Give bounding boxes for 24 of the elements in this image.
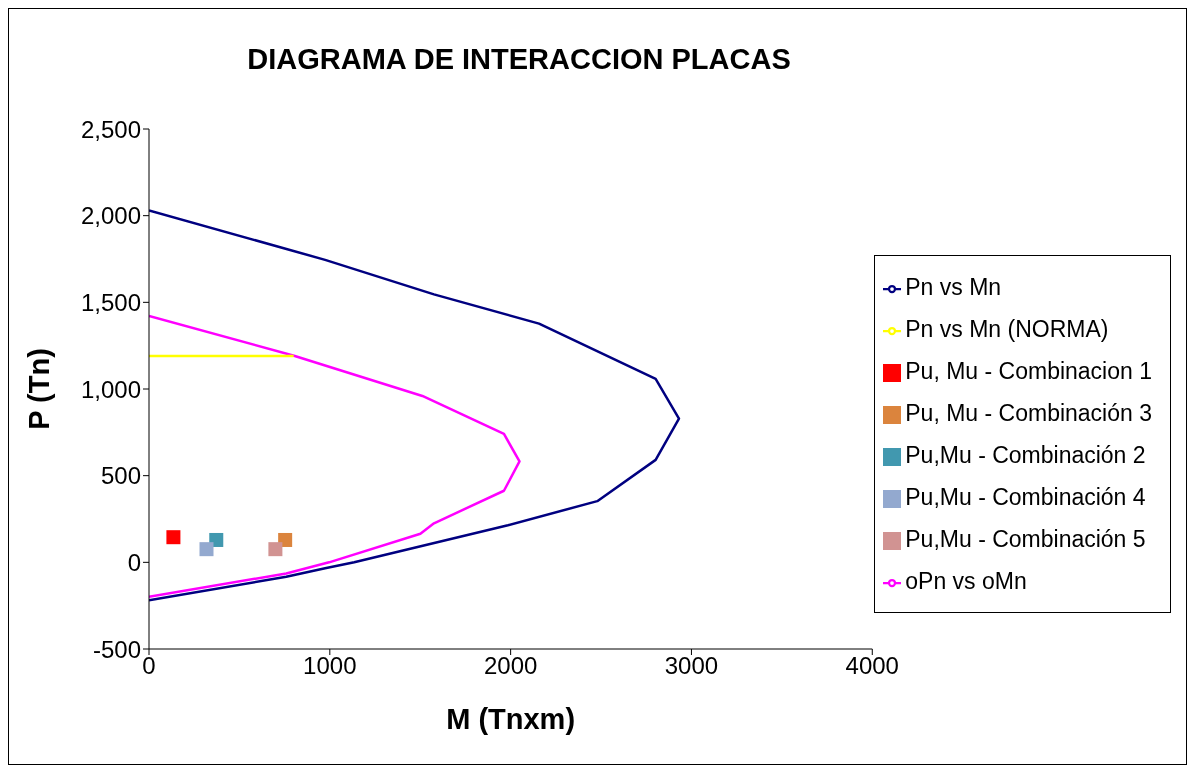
legend-label: Pu,Mu - Combinación 4 bbox=[905, 484, 1146, 510]
x-tick-label: 4000 bbox=[845, 652, 899, 680]
y-axis-title: P (Tn) bbox=[23, 348, 56, 430]
legend-label: oPn vs oMn bbox=[905, 568, 1027, 594]
x-axis-title: M (Tnxm) bbox=[446, 703, 576, 735]
legend-label: Pn vs Mn bbox=[905, 274, 1002, 300]
y-tick-label: -500 bbox=[92, 635, 141, 663]
y-tick-label: 2,000 bbox=[80, 202, 141, 230]
line-series bbox=[149, 314, 521, 599]
y-tick-label: 1,000 bbox=[80, 375, 141, 403]
y-tick-label: 1,500 bbox=[80, 288, 141, 316]
y-tick-label: 500 bbox=[100, 462, 141, 490]
x-tick-label: 1000 bbox=[303, 652, 357, 680]
x-tick-label: 2000 bbox=[483, 652, 538, 680]
legend-label: Pn vs Mn (NORMA) bbox=[905, 316, 1109, 342]
legend-label: Pu, Mu - Combinación 3 bbox=[905, 400, 1152, 426]
chart-title: DIAGRAMA DE INTERACCION PLACAS bbox=[246, 43, 792, 76]
legend-label: Pu,Mu - Combinación 2 bbox=[905, 442, 1146, 468]
y-tick-label: 0 bbox=[127, 548, 141, 576]
y-tick-label: 2,500 bbox=[80, 115, 141, 143]
legend-label: Pu,Mu - Combinación 5 bbox=[905, 526, 1146, 552]
x-tick-label: 3000 bbox=[664, 652, 719, 680]
legend-label: Pu, Mu - Combinacion 1 bbox=[905, 358, 1152, 384]
line-series bbox=[149, 209, 681, 602]
